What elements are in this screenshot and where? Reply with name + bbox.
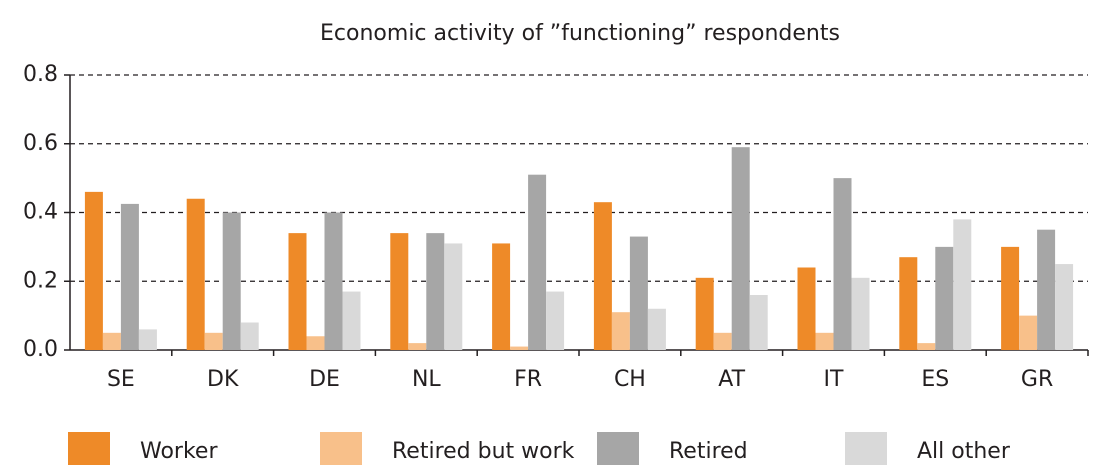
bar [1055,264,1074,350]
x-tick-label: SE [107,367,135,392]
bar [510,346,529,350]
y-tick-label: 0.6 [23,131,58,156]
bar [629,236,648,350]
legend-label: All other [917,439,1011,464]
bar [695,277,714,350]
bar [426,233,445,350]
x-tick-label: DK [207,367,239,392]
x-tick-label: NL [412,367,441,392]
bar [935,246,954,350]
bar [528,174,547,350]
bar [953,219,972,350]
x-tick-label: IT [824,367,844,392]
bar [1001,246,1020,350]
bar [1037,229,1056,350]
x-tick-label: FR [514,367,542,392]
bar [444,243,463,350]
bar [324,212,343,350]
bar [222,212,241,350]
legend-swatch [845,432,887,466]
bar [899,257,918,350]
x-tick-label: DE [309,367,340,392]
bar [204,332,223,350]
bar [647,308,666,350]
bar [713,332,732,350]
y-tick-label: 0.8 [23,62,58,87]
bar [917,343,936,350]
bar [749,295,768,350]
bar [731,147,750,350]
bar [288,233,307,350]
bar [593,202,612,350]
bar [1019,315,1038,350]
legend-label: Worker [140,439,218,464]
bar [306,336,325,350]
bar [120,203,139,350]
legend-label: Retired but work [392,439,575,464]
x-tick-label: AT [718,367,745,392]
bar [797,267,816,350]
y-tick-label: 0.0 [23,337,58,362]
bar [84,191,103,350]
bar [342,291,361,350]
legend-swatch [68,432,110,466]
x-tick-label: GR [1021,367,1053,392]
bar [546,291,565,350]
bar [390,233,409,350]
bar [408,343,427,350]
bar [240,322,259,350]
bar [833,178,852,350]
bar [492,243,511,350]
x-tick-label: ES [921,367,949,392]
chart-title: Economic activity of ”functioning” respo… [320,21,840,46]
legend-swatch [320,432,362,466]
bar [815,332,834,350]
bar [186,198,205,350]
bar [851,277,870,350]
bar [611,312,630,350]
bar [138,329,157,350]
x-tick-label: CH [614,367,646,392]
y-tick-label: 0.2 [23,268,58,293]
bar [102,332,121,350]
y-tick-label: 0.4 [23,200,58,225]
legend-swatch [597,432,639,466]
legend-label: Retired [669,439,748,464]
